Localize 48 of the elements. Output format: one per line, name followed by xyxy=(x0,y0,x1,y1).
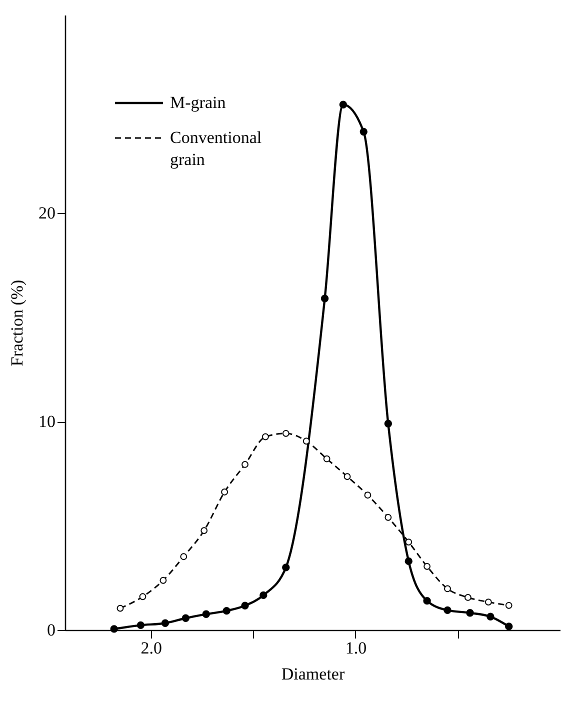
point xyxy=(405,538,412,546)
point xyxy=(384,420,392,428)
legend-label: Conventional grain xyxy=(170,128,262,169)
point xyxy=(404,557,412,566)
point xyxy=(466,609,474,617)
point xyxy=(484,598,492,606)
point xyxy=(182,614,190,622)
point xyxy=(444,585,451,592)
point xyxy=(282,564,290,572)
point xyxy=(339,100,348,108)
point xyxy=(444,606,452,614)
point xyxy=(221,488,228,496)
point xyxy=(282,430,290,437)
point xyxy=(262,433,269,440)
point xyxy=(486,612,494,621)
point xyxy=(364,492,372,499)
point xyxy=(360,128,368,136)
y-tick-label: 10 xyxy=(38,412,56,432)
point xyxy=(505,622,513,630)
point xyxy=(302,438,310,445)
point xyxy=(384,514,392,521)
legend-label: M-grain xyxy=(170,93,226,112)
point xyxy=(344,473,351,480)
point xyxy=(260,591,268,600)
point xyxy=(464,594,472,601)
x-axis-title: Diameter xyxy=(281,664,345,684)
point xyxy=(161,619,170,627)
point xyxy=(202,610,210,618)
x-tick-label: 1.0 xyxy=(345,638,367,658)
point xyxy=(323,455,330,462)
point xyxy=(116,604,124,612)
point xyxy=(505,602,512,609)
point xyxy=(241,602,249,610)
point xyxy=(180,553,188,560)
point xyxy=(423,596,431,605)
point xyxy=(222,606,230,615)
point xyxy=(139,593,146,600)
point xyxy=(424,562,431,570)
point xyxy=(320,294,329,302)
point xyxy=(136,621,145,630)
point xyxy=(200,527,208,534)
point xyxy=(160,576,167,584)
point xyxy=(110,625,118,633)
y-tick-label: 0 xyxy=(47,620,56,640)
x-tick-label: 2.0 xyxy=(140,638,162,658)
y-axis-title: Fraction (%) xyxy=(8,280,26,366)
point xyxy=(242,461,248,468)
y-tick-label: 20 xyxy=(38,204,56,223)
